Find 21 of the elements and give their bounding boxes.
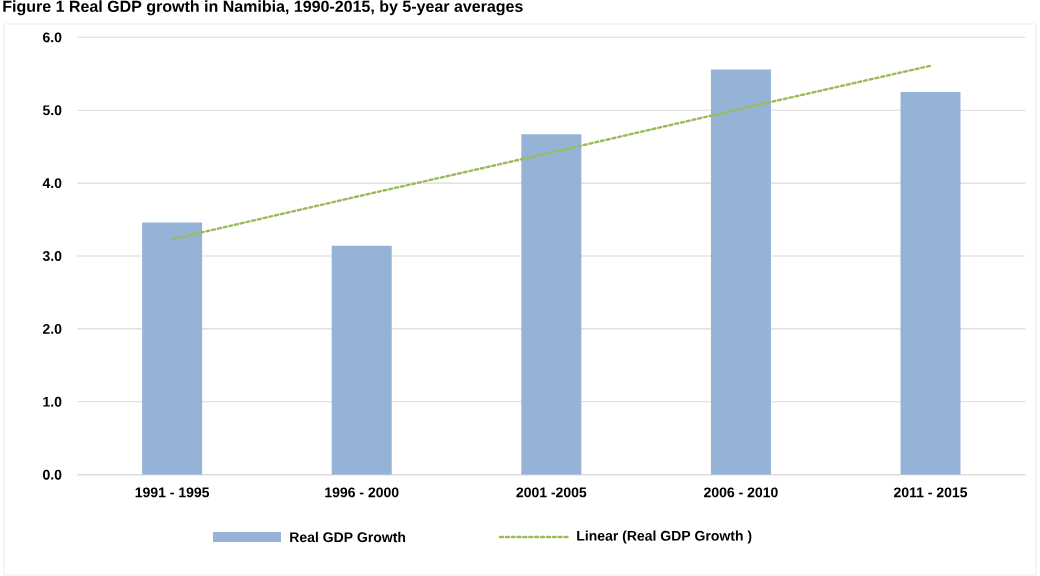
bar (900, 92, 961, 475)
x-tick-label: 1996 - 2000 (325, 487, 399, 498)
y-tick-label: 1.0 (43, 396, 62, 407)
y-tick-label: 5.0 (42, 105, 62, 116)
x-tick-label: 2001 -2005 (516, 487, 587, 498)
x-tick-label: 2011 - 2015 (894, 487, 968, 498)
bar (710, 69, 771, 475)
bar (331, 245, 392, 475)
y-tick-label: 6.0 (43, 32, 62, 43)
y-tick-label: 2.0 (42, 323, 62, 334)
x-tick-label: 2006 - 2010 (704, 487, 778, 498)
y-tick-label: 4.0 (42, 178, 62, 189)
bar (142, 222, 203, 475)
y-tick-label: 3.0 (42, 251, 62, 261)
chart-title: Figure 1 Real GDP growth in Namibia, 1990-2015, by 5-year averages (3, 0, 523, 16)
legend-label: Real GDP Growth (290, 531, 406, 543)
bar (521, 134, 582, 475)
y-tick-label: 0.0 (43, 469, 62, 480)
x-tick-label: 1991 - 1995 (135, 487, 210, 498)
line-series (170, 64, 932, 241)
legend-label: Linear (Real GDP Growth ) (577, 530, 752, 544)
